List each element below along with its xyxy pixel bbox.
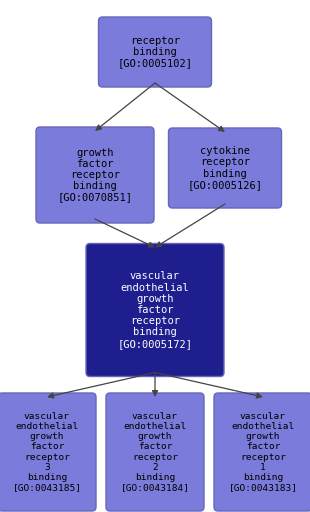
FancyBboxPatch shape bbox=[36, 127, 154, 223]
Text: vascular
endothelial
growth
factor
receptor
1
binding
[GO:0043183]: vascular endothelial growth factor recep… bbox=[228, 412, 298, 492]
FancyBboxPatch shape bbox=[86, 244, 224, 376]
Text: vascular
endothelial
growth
factor
receptor
3
binding
[GO:0043185]: vascular endothelial growth factor recep… bbox=[12, 412, 82, 492]
FancyBboxPatch shape bbox=[0, 393, 96, 511]
Text: receptor
binding
[GO:0005102]: receptor binding [GO:0005102] bbox=[117, 36, 193, 68]
FancyBboxPatch shape bbox=[106, 393, 204, 511]
Text: vascular
endothelial
growth
factor
receptor
binding
[GO:0005172]: vascular endothelial growth factor recep… bbox=[117, 271, 193, 349]
FancyBboxPatch shape bbox=[99, 17, 211, 87]
Text: growth
factor
receptor
binding
[GO:0070851]: growth factor receptor binding [GO:00708… bbox=[57, 147, 132, 202]
Text: vascular
endothelial
growth
factor
receptor
2
binding
[GO:0043184]: vascular endothelial growth factor recep… bbox=[121, 412, 189, 492]
FancyBboxPatch shape bbox=[169, 128, 281, 208]
Text: cytokine
receptor
binding
[GO:0005126]: cytokine receptor binding [GO:0005126] bbox=[188, 146, 263, 190]
FancyBboxPatch shape bbox=[214, 393, 310, 511]
